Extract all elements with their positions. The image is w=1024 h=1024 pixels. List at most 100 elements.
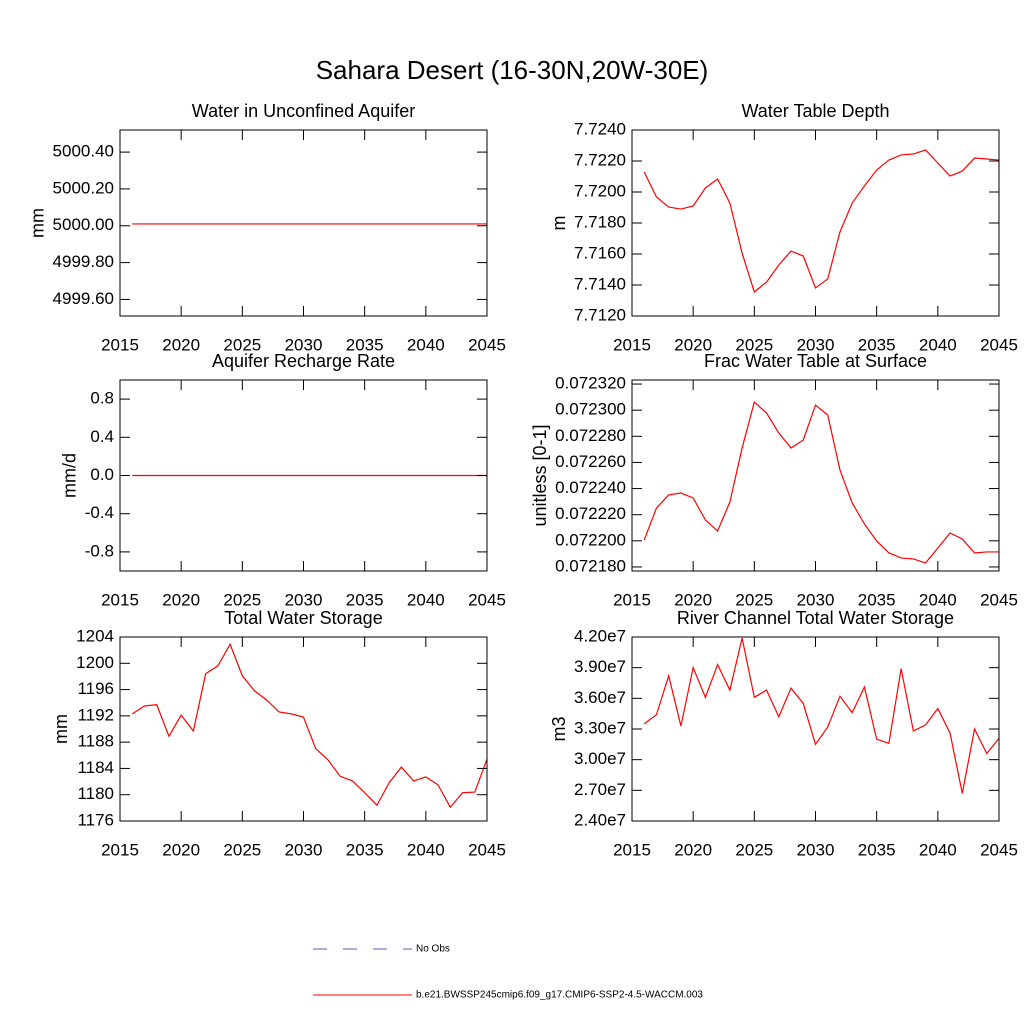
y-tick-label: 7.7120 (574, 305, 626, 324)
y-axis-label: mm (51, 714, 71, 744)
x-tick-label: 2030 (797, 840, 835, 859)
x-tick-label: 2025 (223, 590, 261, 609)
y-tick-label: 1196 (77, 679, 114, 698)
y-tick-label: 0.072200 (555, 530, 626, 549)
panel: Water in Unconfined Aquifer 2015 2020 2025 2… (27, 101, 506, 355)
x-tick-label: 2045 (980, 840, 1018, 859)
x-tick-label: 2020 (674, 840, 712, 859)
panel: Water Table Depth 2015 2020 2025 2030 2035 204… (549, 101, 1018, 355)
x-tick-label: 2045 (468, 335, 506, 354)
y-axis-label: mm (27, 208, 47, 238)
y-axis-label: mm/d (59, 453, 79, 498)
panel: River Channel Total Water Storage 2015 202… (549, 608, 1018, 860)
x-tick-label: 2020 (162, 590, 200, 609)
data-line (643, 637, 1000, 794)
y-tick-label: 0.4 (90, 427, 114, 446)
x-tick-label: 2025 (735, 590, 773, 609)
y-tick-label: -0.8 (85, 541, 114, 560)
y-tick-label: 4.20e7 (574, 626, 626, 645)
y-tick-label: 0.072220 (555, 504, 626, 523)
panel: Total Water Storage 2015 2020 2025 2030 2035 2… (51, 608, 506, 860)
y-tick-label: 5000.40 (53, 142, 114, 161)
data-line (643, 400, 999, 564)
x-tick-label: 2030 (285, 335, 323, 354)
y-axis-label: m3 (549, 716, 569, 741)
x-tick-label: 2020 (162, 840, 200, 859)
y-tick-label: 0.072300 (555, 400, 626, 419)
y-tick-label: 7.7160 (574, 243, 626, 262)
legend-label: b.e21.BWSSP245cmip6.f09_g17.CMIP6-SSP2-4… (416, 990, 703, 1001)
y-tick-label: 7.7140 (574, 274, 626, 293)
panel-title: Aquifer Recharge Rate (212, 351, 395, 371)
x-tick-label: 2035 (858, 840, 896, 859)
y-tick-label: 1176 (77, 810, 114, 829)
y-tick-label: 5000.20 (53, 178, 114, 197)
x-tick-label: 2030 (285, 840, 323, 859)
y-tick-label: 1188 (77, 732, 114, 751)
x-tick-label: 2020 (674, 590, 712, 609)
x-tick-label: 2015 (613, 590, 651, 609)
y-tick-label: 0.072280 (555, 426, 626, 445)
y-tick-label: 1192 (77, 705, 114, 724)
x-tick-label: 2015 (101, 335, 139, 354)
x-tick-label: 2040 (407, 840, 445, 859)
x-tick-label: 2040 (919, 590, 957, 609)
x-tick-label: 2025 (223, 335, 261, 354)
x-tick-label: 2045 (468, 840, 506, 859)
panel-title: Water Table Depth (741, 101, 889, 121)
y-tick-label: 4999.60 (53, 289, 114, 308)
x-tick-label: 2015 (613, 840, 651, 859)
legend-label: No Obs (416, 944, 450, 955)
x-tick-label: 2030 (797, 590, 835, 609)
panel: Aquifer Recharge Rate 2015 2020 2025 2030 203… (59, 351, 505, 610)
x-tick-label: 2045 (980, 590, 1018, 609)
x-tick-label: 2035 (346, 840, 384, 859)
y-tick-label: 3.30e7 (574, 718, 626, 737)
x-tick-label: 2035 (858, 590, 896, 609)
y-tick-label: 1204 (76, 626, 114, 645)
y-tick-label: 1180 (77, 784, 114, 803)
x-tick-label: 2025 (735, 840, 773, 859)
x-tick-label: 2030 (285, 590, 323, 609)
y-tick-label: 0.072260 (555, 452, 626, 471)
y-tick-label: 0.072180 (555, 556, 626, 575)
x-tick-label: 2015 (101, 840, 139, 859)
x-tick-label: 2040 (919, 840, 957, 859)
panel: Frac Water Table at Surface 2015 2020 2025 2… (530, 351, 1018, 610)
y-tick-label: 1184 (77, 758, 114, 777)
y-tick-label: 5000.00 (53, 215, 114, 234)
panel-title: Water in Unconfined Aquifer (192, 101, 415, 121)
x-tick-label: 2020 (162, 335, 200, 354)
x-tick-label: 2040 (407, 590, 445, 609)
x-tick-label: 2020 (674, 335, 712, 354)
y-tick-label: 3.00e7 (574, 749, 626, 768)
y-tick-label: 7.7240 (574, 119, 626, 138)
y-tick-label: 7.7200 (574, 181, 626, 200)
data-line (131, 642, 488, 809)
y-tick-label: 7.7220 (574, 150, 626, 169)
panel-title: Total Water Storage (224, 608, 382, 628)
x-tick-label: 2035 (346, 590, 384, 609)
x-tick-label: 2035 (858, 335, 896, 354)
panel-title: River Channel Total Water Storage (677, 608, 954, 628)
x-tick-label: 2035 (346, 335, 384, 354)
y-tick-label: 0.8 (90, 389, 114, 408)
x-tick-label: 2025 (223, 840, 261, 859)
x-tick-label: 2015 (613, 335, 651, 354)
y-tick-label: 0.072240 (555, 478, 626, 497)
x-tick-label: 2040 (919, 335, 957, 354)
x-tick-label: 2045 (468, 590, 506, 609)
x-tick-label: 2040 (407, 335, 445, 354)
panel-title: Frac Water Table at Surface (704, 351, 927, 371)
y-tick-label: 3.90e7 (574, 657, 626, 676)
y-tick-label: 1200 (76, 653, 114, 672)
y-tick-label: 4999.80 (53, 252, 114, 271)
figure-title: Sahara Desert (16-30N,20W-30E) (316, 55, 709, 85)
y-tick-label: 3.60e7 (574, 688, 626, 707)
x-tick-label: 2025 (735, 335, 773, 354)
x-tick-label: 2030 (797, 335, 835, 354)
y-tick-label: 0.0 (90, 465, 114, 484)
